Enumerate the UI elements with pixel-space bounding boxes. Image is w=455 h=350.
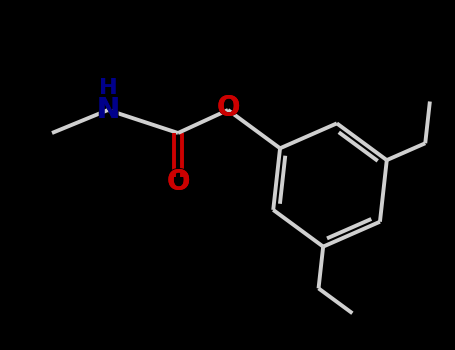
Text: N: N [95, 96, 121, 125]
Text: O: O [165, 168, 191, 196]
Text: H: H [99, 78, 117, 98]
Text: O: O [215, 93, 241, 122]
Text: H: H [97, 76, 118, 100]
Text: O: O [166, 168, 190, 196]
Text: H: H [99, 78, 117, 98]
Text: N: N [96, 96, 120, 124]
Text: O: O [216, 94, 240, 122]
Text: O: O [216, 94, 240, 122]
Text: O: O [166, 168, 190, 196]
Text: N: N [96, 96, 120, 124]
